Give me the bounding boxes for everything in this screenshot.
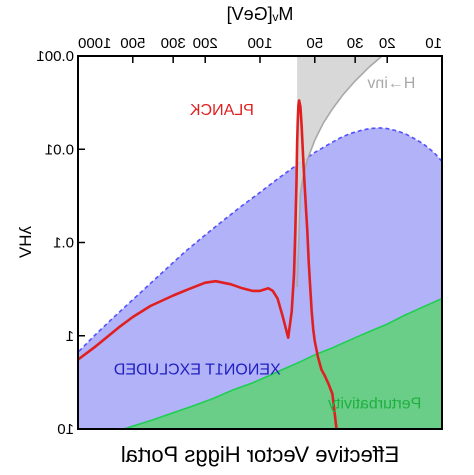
region-perturbativity bbox=[123, 298, 442, 429]
y-tick-label-1: 1 bbox=[66, 328, 74, 345]
y-tick-label-10: 10 bbox=[57, 421, 74, 438]
region-h-inv bbox=[297, 56, 383, 287]
y-tick-label-0.01: 0.01 bbox=[45, 141, 74, 158]
x-tick-label-10: 10 bbox=[425, 35, 442, 52]
edge-xenon1t-excluded bbox=[78, 127, 442, 353]
x-tick-label-20: 20 bbox=[379, 35, 396, 52]
x-tick-label-50: 50 bbox=[306, 35, 323, 52]
x-tick-label-200: 200 bbox=[193, 35, 218, 52]
edge-perturbativity bbox=[121, 297, 442, 429]
chart-title: Effective Vector Higgs Portal bbox=[121, 442, 399, 467]
x-axis: 10 20 30 50 100 200 300 500 1000 bbox=[77, 35, 443, 63]
lines-layer bbox=[78, 99, 338, 429]
regions-layer bbox=[78, 56, 442, 429]
y-axis: 0.001 0.01 0.1 1 10 bbox=[36, 48, 85, 438]
y-tick-label-0.001: 0.001 bbox=[36, 48, 74, 65]
annotations-layer: H→inv PLANCK XENON1T EXCLUDED Perturbativit… bbox=[114, 75, 421, 412]
x-tick-label-30: 30 bbox=[347, 35, 364, 52]
line-planck bbox=[78, 99, 338, 429]
annotation-h-inv: H→inv bbox=[367, 75, 415, 92]
annotation-planck: PLANCK bbox=[190, 102, 254, 119]
x-tick-label-500: 500 bbox=[120, 35, 145, 52]
y-tick-label-0.1: 0.1 bbox=[53, 235, 74, 252]
annotation-xenon1t-excluded: XENON1T EXCLUDED bbox=[114, 361, 281, 378]
annotation-perturbativity: Perturbativity bbox=[328, 395, 421, 412]
y-axis-label: λHV bbox=[16, 226, 35, 259]
x-axis-label: Mᵥ[GeV] bbox=[227, 4, 294, 24]
x-tick-label-1000: 1000 bbox=[78, 35, 111, 52]
x-tick-label-300: 300 bbox=[161, 35, 186, 52]
x-tick-label-100: 100 bbox=[247, 35, 272, 52]
edge-h-inv bbox=[296, 56, 384, 288]
